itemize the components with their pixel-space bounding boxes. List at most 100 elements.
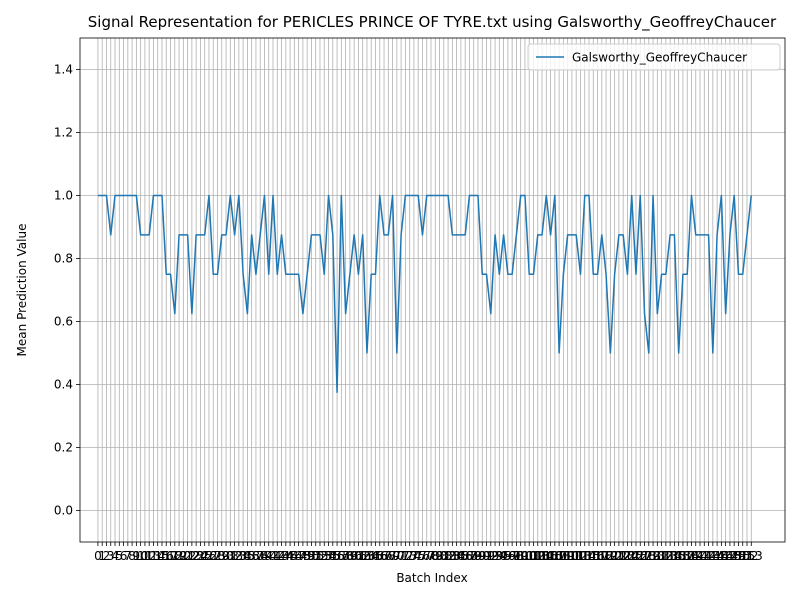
x-tick-label: 96 — [500, 549, 515, 563]
x-tick-label: 116 — [582, 549, 605, 563]
x-tick-label: 21 — [180, 549, 195, 563]
x-tick-label: 61 — [351, 549, 366, 563]
x-tick-label: 64 — [364, 549, 379, 563]
chart-title: Signal Representation for PERICLES PRINC… — [88, 13, 777, 32]
x-tick-label: 46 — [287, 549, 302, 563]
x-tick-label: 128 — [633, 549, 656, 563]
x-tick-label: 146 — [710, 549, 733, 563]
x-tick-label: 133 — [654, 549, 677, 563]
x-tick-label: 30 — [218, 549, 233, 563]
x-tick-label: 15 — [154, 549, 169, 563]
x-tick-label: 71 — [393, 549, 408, 563]
x-tick-label: 138 — [676, 549, 699, 563]
x-tick-label: 93 — [487, 549, 502, 563]
x-tick-label: 3 — [107, 549, 115, 563]
x-tick-label: 134 — [659, 549, 682, 563]
x-tick-label: 107 — [543, 549, 566, 563]
legend-box — [527, 43, 781, 71]
x-tick-label: 11 — [137, 549, 152, 563]
x-tick-label: 120 — [599, 549, 622, 563]
x-tick-label: 73 — [402, 549, 417, 563]
x-tick-label: 84 — [449, 549, 464, 563]
x-tick-label: 40 — [261, 549, 276, 563]
x-tick-label: 124 — [616, 549, 639, 563]
x-tick-label: 45 — [282, 549, 297, 563]
x-tick-label: 41 — [265, 549, 280, 563]
x-tick-label: 80 — [432, 549, 447, 563]
x-tick-label: 7 — [124, 549, 132, 563]
x-tick-label: 78 — [423, 549, 438, 563]
axes-frame — [79, 37, 786, 543]
x-tick-label: 106 — [539, 549, 562, 563]
x-tick-label: 39 — [257, 549, 272, 563]
x-tick-label: 81 — [436, 549, 451, 563]
x-tick-label: 145 — [706, 549, 729, 563]
x-tick-label: 51 — [308, 549, 323, 563]
x-tick-label: 75 — [411, 549, 426, 563]
x-tick-label: 101 — [518, 549, 541, 563]
x-tick-label: 19 — [171, 549, 186, 563]
x-tick-label: 129 — [637, 549, 660, 563]
x-tick-label: 9 — [133, 549, 141, 563]
x-tick-label: 50 — [304, 549, 319, 563]
x-tick-label: 135 — [663, 549, 686, 563]
x-tick-label: 49 — [300, 549, 315, 563]
x-tick-label: 118 — [590, 549, 613, 563]
x-tick-label: 25 — [197, 549, 212, 563]
y-tick-label: 1.2 — [54, 126, 73, 140]
y-tick-label: 0.6 — [54, 315, 73, 329]
x-tick-label: 90 — [475, 549, 490, 563]
x-tick-label: 38 — [253, 549, 268, 563]
x-tick-label: 86 — [458, 549, 473, 563]
x-tick-label: 5 — [115, 549, 123, 563]
x-tick-label: 0 — [94, 549, 102, 563]
x-tick-label: 37 — [248, 549, 263, 563]
x-tick-label: 89 — [470, 549, 485, 563]
x-tick-label: 114 — [573, 549, 596, 563]
x-tick-label: 97 — [504, 549, 519, 563]
x-tick-label: 32 — [227, 549, 242, 563]
x-tick-label: 56 — [329, 549, 344, 563]
x-tick-label: 24 — [193, 549, 208, 563]
x-tick-label: 77 — [419, 549, 434, 563]
y-tick-label: 0.0 — [54, 504, 73, 518]
x-tick-label: 100 — [513, 549, 536, 563]
x-tick-label: 27 — [206, 549, 221, 563]
x-tick-label: 66 — [372, 549, 387, 563]
x-tick-label: 65 — [368, 549, 383, 563]
x-tick-label: 130 — [642, 549, 665, 563]
x-tick-label: 76 — [415, 549, 430, 563]
x-tick-label: 91 — [479, 549, 494, 563]
y-tick-label: 0.8 — [54, 252, 73, 266]
x-tick-label: 112 — [565, 549, 588, 563]
x-tick-label: 20 — [176, 549, 191, 563]
x-tick-label: 60 — [347, 549, 362, 563]
x-tick-label: 2 — [103, 549, 111, 563]
x-tick-label: 95 — [496, 549, 511, 563]
x-tick-label: 137 — [671, 549, 694, 563]
x-tick-label: 147 — [714, 549, 737, 563]
x-tick-label: 98 — [509, 549, 524, 563]
x-tick-label: 28 — [210, 549, 225, 563]
x-tick-label: 121 — [603, 549, 626, 563]
x-tick-label: 36 — [244, 549, 259, 563]
x-tick-label: 99 — [513, 549, 528, 563]
x-tick-label: 110 — [556, 549, 579, 563]
x-tick-label: 149 — [723, 549, 746, 563]
x-tick-label: 108 — [548, 549, 571, 563]
x-tick-label: 123 — [612, 549, 635, 563]
x-tick-label: 136 — [667, 549, 690, 563]
x-tick-label: 18 — [167, 549, 182, 563]
legend-label: Galsworthy_GeoffreyChaucer — [572, 51, 747, 65]
x-tick-label: 59 — [342, 549, 357, 563]
x-tick-label: 44 — [278, 549, 293, 563]
x-tick-label: 6 — [120, 549, 128, 563]
x-tick-label: 35 — [240, 549, 255, 563]
x-tick-label: 115 — [578, 549, 601, 563]
x-tick-label: 74 — [406, 549, 421, 563]
x-tick-label: 150 — [727, 549, 750, 563]
x-tick-label: 125 — [620, 549, 643, 563]
x-tick-label: 143 — [697, 549, 720, 563]
x-tick-label: 148 — [718, 549, 741, 563]
